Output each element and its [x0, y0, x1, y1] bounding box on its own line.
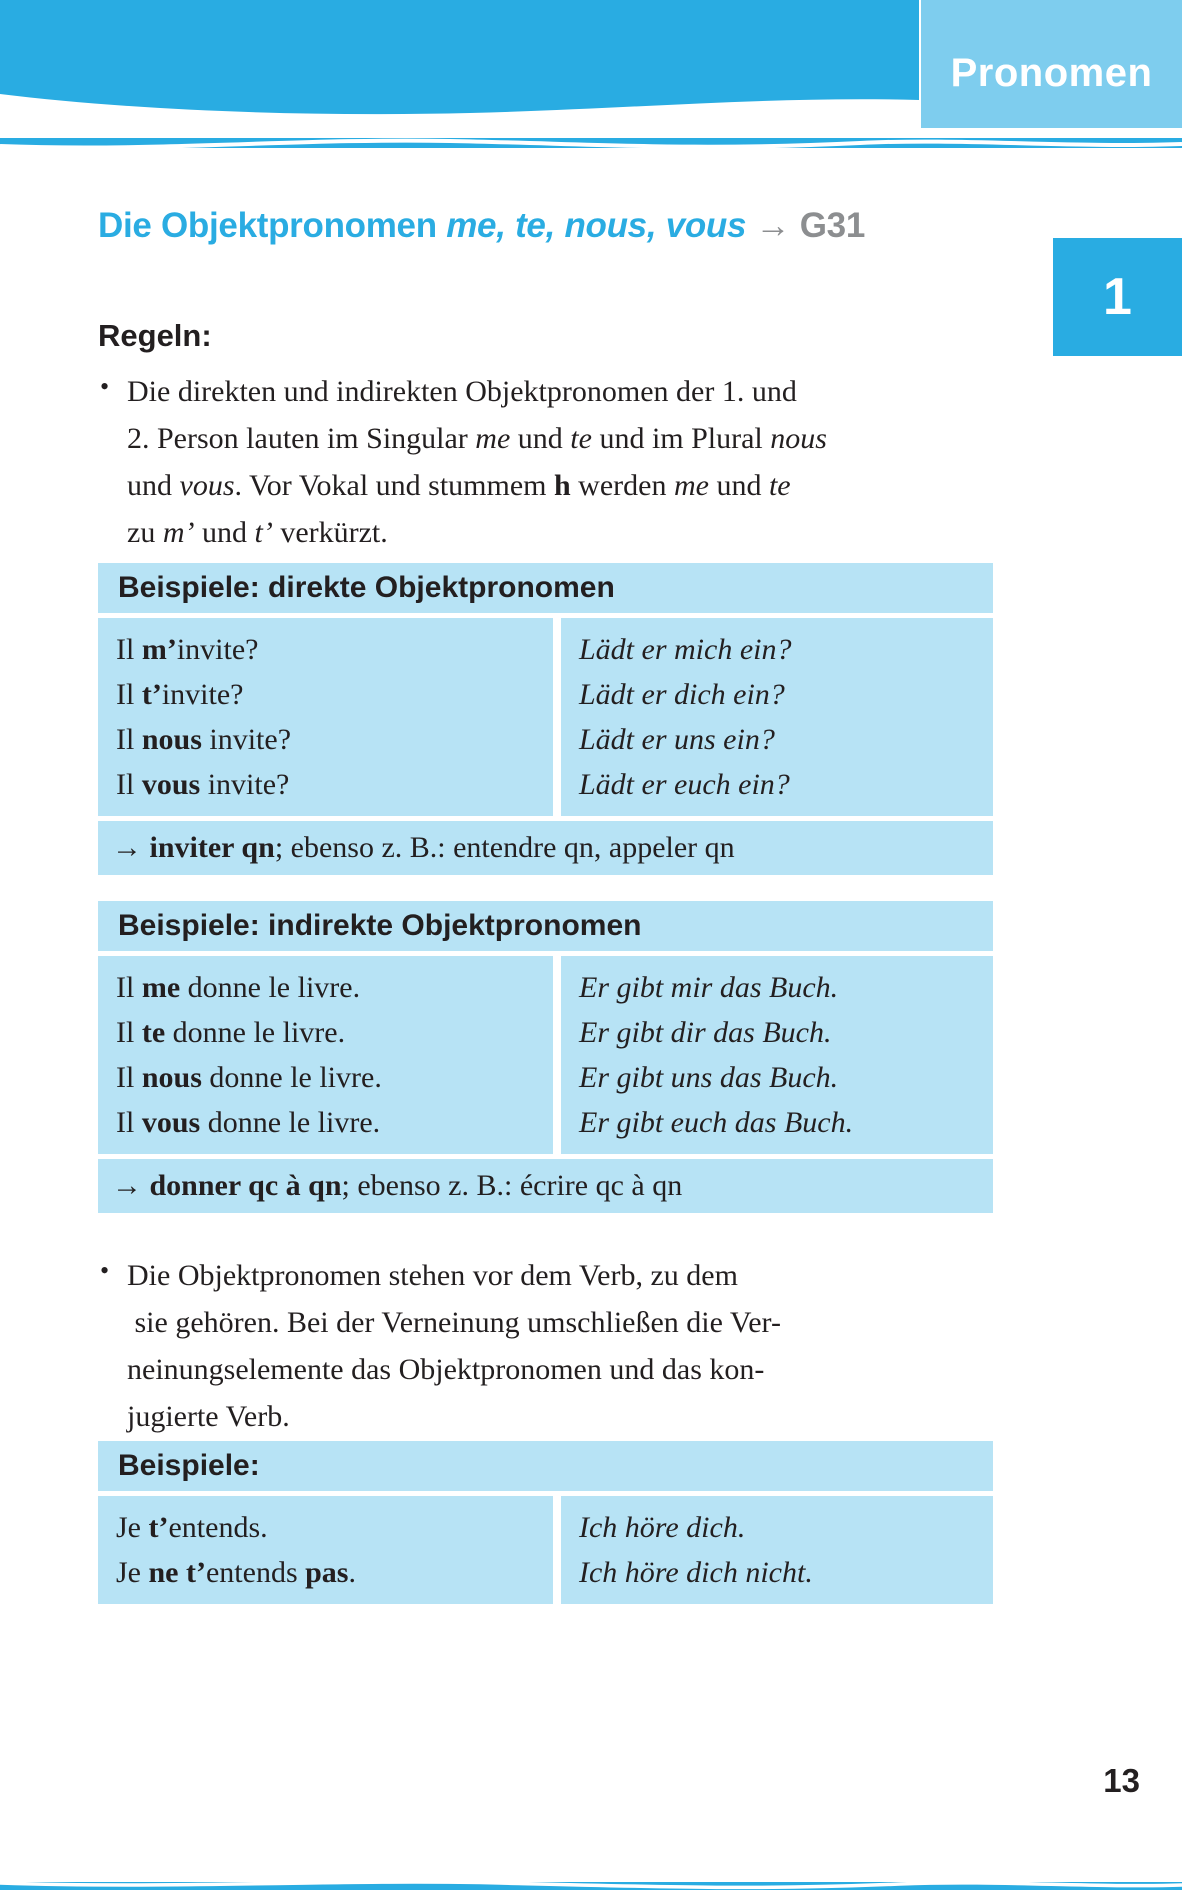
example-box-header: Beispiele:: [98, 1441, 993, 1491]
table-row: Lädt er uns ein?: [579, 723, 775, 756]
title-main: Die Objektpronomen: [98, 206, 447, 245]
example-box-header: Beispiele: indirekte Objektpronomen: [98, 901, 993, 951]
text-line: neinungselemente das Objektpronomen und …: [127, 1353, 765, 1386]
table-row: Lädt er mich ein?: [579, 633, 792, 666]
rules-heading: Regeln:: [98, 318, 212, 353]
french-column: Il m’invite? Il t’invite? Il nous invite…: [98, 618, 553, 816]
table-row: Il nous donne le livre.: [116, 1061, 382, 1094]
french-column: Je t’entends. Je ne t’entends pas.: [98, 1496, 553, 1604]
example-table: Il me donne le livre. Il te donne le liv…: [98, 956, 993, 1154]
page-number: 13: [1103, 1762, 1140, 1799]
table-row: Il me donne le livre.: [116, 971, 361, 1004]
table-row: Je ne t’entends pas.: [116, 1556, 356, 1589]
divider-wave-top: [0, 138, 1182, 149]
example-box-footer: → inviter qn; ebenso z. B.: entendre qn,…: [98, 821, 993, 875]
german-column: Ich höre dich. Ich höre dich nicht.: [561, 1496, 993, 1604]
table-row: Ich höre dich.: [579, 1511, 746, 1544]
section-tab: Pronomen: [921, 0, 1182, 128]
text-line: zu m’ und t’ verkürzt.: [127, 516, 388, 549]
table-row: Il vous donne le livre.: [116, 1106, 381, 1139]
chapter-badge-number: 1: [1103, 268, 1132, 326]
section-tab-label: Pronomen: [950, 50, 1153, 95]
divider-wave-bottom: [0, 1880, 1182, 1890]
table-row: Il te donne le livre.: [116, 1016, 346, 1049]
text-line: jugierte Verb.: [127, 1400, 290, 1433]
example-box-direct: Beispiele: direkte Objektpronomen Il m’i…: [98, 563, 993, 875]
example-box-indirect: Beispiele: indirekte Objektpronomen Il m…: [98, 901, 993, 1213]
rule-bullet-1: • Die direkten und indirekten Objektpron…: [98, 368, 888, 556]
chapter-badge: 1: [1053, 238, 1182, 356]
table-row: Ich höre dich nicht.: [579, 1556, 813, 1589]
rule-bullet-2-text: Die Objektpronomen stehen vor dem Verb, …: [127, 1252, 888, 1440]
title-grammar-ref: G31: [799, 206, 866, 245]
table-row: Je t’entends.: [116, 1511, 268, 1544]
example-box-header: Beispiele: direkte Objektpronomen: [98, 563, 993, 613]
french-column: Il me donne le livre. Il te donne le liv…: [98, 956, 553, 1154]
table-row: Il vous invite?: [116, 768, 290, 801]
title-pronouns: me, te, nous, vous: [446, 206, 756, 245]
rule-bullet-2: • Die Objektpronomen stehen vor dem Verb…: [98, 1252, 888, 1440]
text-line: und vous. Vor Vokal und stummem h werden…: [127, 469, 791, 502]
table-row: Lädt er euch ein?: [579, 768, 790, 801]
table-row: Il t’invite?: [116, 678, 244, 711]
example-box-footer: → donner qc à qn; ebenso z. B.: écrire q…: [98, 1159, 993, 1213]
german-column: Er gibt mir das Buch. Er gibt dir das Bu…: [561, 956, 993, 1154]
page-title: Die Objektpronomen me, te, nous, vous → …: [98, 206, 998, 246]
header-band: [0, 0, 919, 115]
text-line: Die Objektpronomen stehen vor dem Verb, …: [127, 1259, 738, 1292]
table-row: Il m’invite?: [116, 633, 259, 666]
table-row: Er gibt mir das Buch.: [579, 971, 839, 1004]
bullet-icon: •: [100, 372, 110, 401]
text-line: 2. Person lauten im Singular me und te u…: [127, 422, 827, 455]
rule-bullet-1-text: Die direkten und indirekten Objektpronom…: [127, 368, 888, 556]
table-row: Er gibt dir das Buch.: [579, 1016, 832, 1049]
text-line: sie gehören. Bei der Verneinung umschlie…: [127, 1306, 781, 1339]
table-row: Il nous invite?: [116, 723, 292, 756]
table-row: Lädt er dich ein?: [579, 678, 785, 711]
bullet-icon: •: [100, 1256, 110, 1285]
arrow-right-icon: →: [755, 206, 800, 245]
example-box-negation: Beispiele: Je t’entends. Je ne t’entends…: [98, 1441, 993, 1604]
table-row: Er gibt uns das Buch.: [579, 1061, 839, 1094]
example-table: Je t’entends. Je ne t’entends pas. Ich h…: [98, 1496, 993, 1604]
example-table: Il m’invite? Il t’invite? Il nous invite…: [98, 618, 993, 816]
text-line: Die direkten und indirekten Objektpronom…: [127, 375, 797, 408]
german-column: Lädt er mich ein? Lädt er dich ein? Lädt…: [561, 618, 993, 816]
table-row: Er gibt euch das Buch.: [579, 1106, 854, 1139]
